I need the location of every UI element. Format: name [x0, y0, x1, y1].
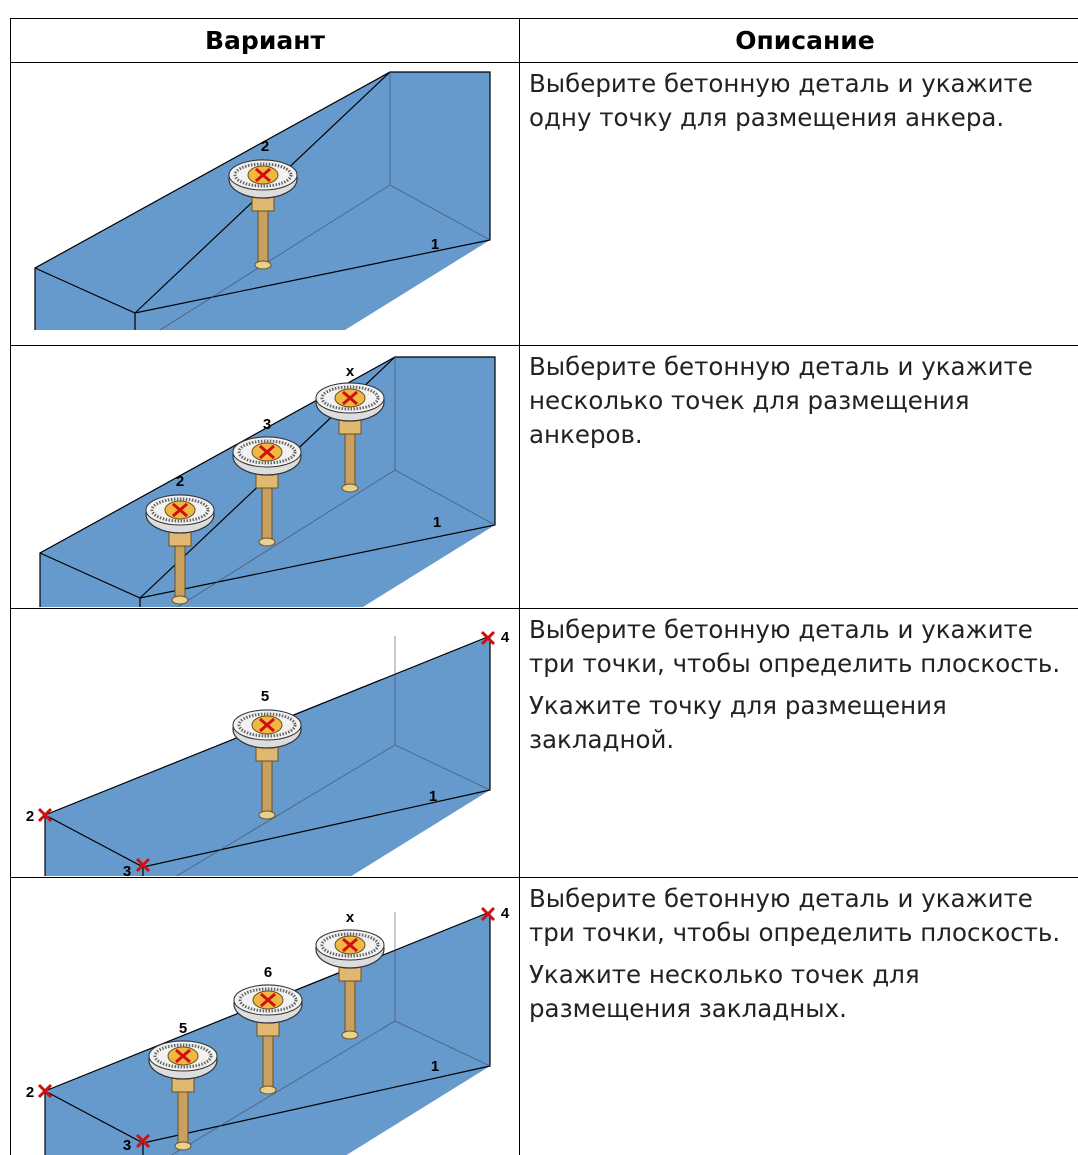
- picture-cell: [10, 62, 520, 346]
- description-cell: Выберите бетонную деталь и укажите три т…: [519, 608, 1078, 878]
- description-paragraph: Укажите точку для размещения закладной.: [529, 691, 947, 754]
- description-paragraph: Выберите бетонную деталь и укажите неско…: [529, 352, 1033, 449]
- description-paragraph: Выберите бетонную деталь и укажите одну …: [529, 69, 1033, 132]
- table-wrap: Вариант Описание Выберите бетонную деталь…: [10, 18, 1078, 1155]
- header-cell: Описание: [519, 18, 1078, 63]
- picture-cell: [10, 608, 520, 878]
- description-paragraph: Выберите бетонную деталь и укажите три т…: [529, 884, 1061, 947]
- table: Вариант Описание Выберите бетонную деталь…: [10, 18, 1078, 1155]
- picture-cell: [10, 345, 520, 609]
- description-paragraph: Выберите бетонную деталь и укажите три т…: [529, 615, 1061, 678]
- description-cell: Выберите бетонную деталь и укажите одну …: [519, 62, 1078, 346]
- description-cell: Выберите бетонную деталь и укажите три т…: [519, 877, 1078, 1155]
- header-cell: Вариант: [10, 18, 520, 63]
- picture-cell: [10, 877, 520, 1155]
- description-cell: Выберите бетонную деталь и укажите неско…: [519, 345, 1078, 609]
- description-paragraph: Укажите несколько точек для размещения з…: [529, 960, 920, 1023]
